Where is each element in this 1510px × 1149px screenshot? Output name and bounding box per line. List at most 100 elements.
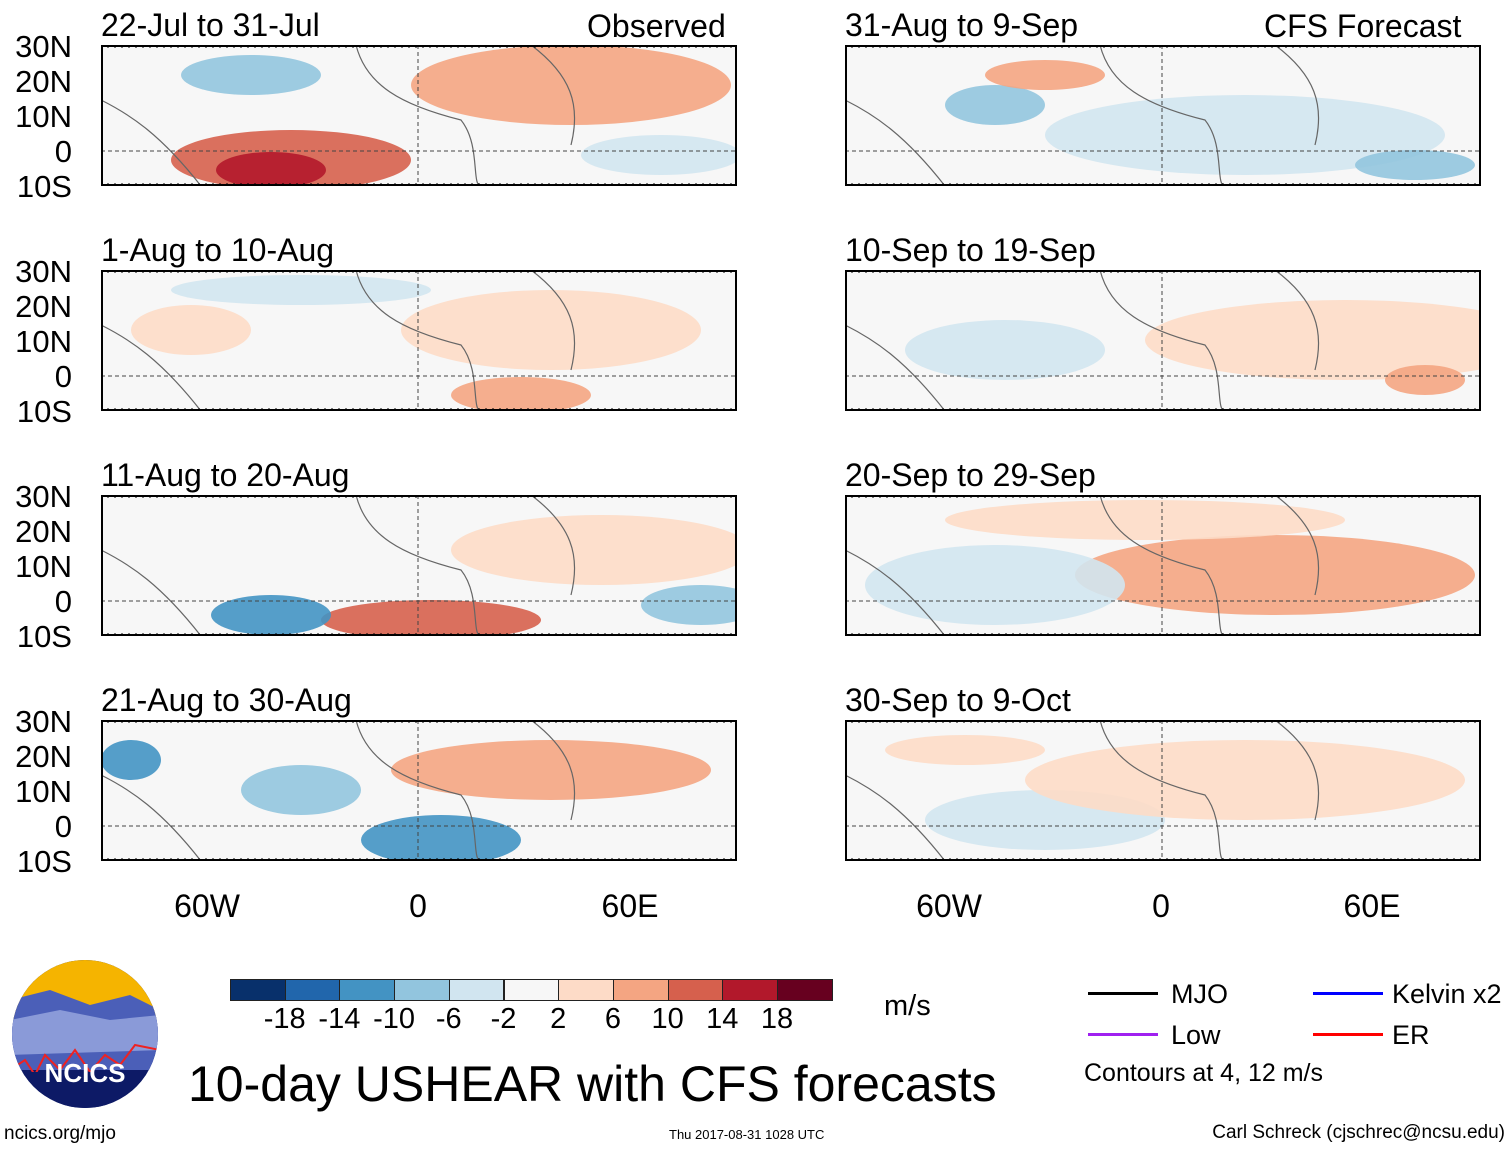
anomaly-region (905, 320, 1105, 380)
colorbar-swatch (230, 979, 286, 1001)
lat-label: 0 (54, 359, 72, 394)
colorbar-swatch (339, 979, 396, 1001)
lat-label: 30N (15, 254, 72, 289)
colorbar-swatch (612, 979, 669, 1001)
colorbar-units: m/s (884, 990, 931, 1022)
colorbar-swatch (284, 979, 341, 1001)
anomaly-region (211, 595, 331, 635)
lat-label: 20N (15, 514, 72, 549)
legend-line-low (1088, 1033, 1158, 1036)
anomaly-region (321, 600, 541, 636)
lat-label: 0 (54, 809, 72, 844)
svg-text:NCICS: NCICS (45, 1058, 126, 1088)
panel-frame (101, 270, 737, 411)
lat-label: 30N (15, 704, 72, 739)
panel-title-left-1: 1-Aug to 10-Aug (101, 232, 335, 268)
panel-frame (101, 495, 737, 636)
anomaly-region (101, 740, 161, 780)
colorbar-tick-label: 6 (604, 1003, 621, 1035)
ncics-logo: NCICS (12, 960, 158, 1108)
legend-label-er: ER (1392, 1020, 1430, 1050)
anomaly-region (241, 765, 361, 815)
lat-label: 10S (16, 394, 72, 429)
lat-label: 30N (15, 29, 72, 64)
lon-label-left-60e: 60E (601, 888, 659, 924)
anomaly-region (985, 60, 1105, 90)
lat-label: 10S (16, 169, 72, 204)
coastline (845, 495, 1320, 636)
panel-title-left-2: 11-Aug to 20-Aug (101, 457, 350, 493)
observed-header: Observed (587, 8, 726, 44)
coastline (101, 45, 576, 186)
footer-timestamp: Thu 2017-08-31 1028 UTC (669, 1127, 825, 1142)
colorbar-swatch (448, 979, 505, 1001)
colorbar-tick-label: 10 (651, 1003, 684, 1035)
anomaly-region (1075, 535, 1475, 615)
colorbar-swatch (394, 979, 450, 1001)
lat-label: 10S (16, 844, 72, 879)
colorbar-tick-label: -10 (373, 1003, 416, 1035)
colorbar-swatch (503, 979, 560, 1001)
lat-label: 20N (15, 289, 72, 324)
anomaly-region (391, 740, 711, 800)
forecast-header: CFS Forecast (1264, 8, 1462, 44)
panel-frame (845, 720, 1481, 861)
panel-frame (845, 270, 1481, 411)
coastline (101, 495, 576, 636)
figure-title: 10-day USHEAR with CFS forecasts (188, 1056, 997, 1112)
lon-label-right-60w: 60W (916, 888, 982, 924)
anomaly-region (171, 275, 431, 305)
anomaly-region (945, 85, 1045, 125)
lon-label-right-60e: 60E (1343, 888, 1401, 924)
anomaly-region (451, 515, 737, 585)
anomaly-region (1025, 740, 1465, 820)
lat-label: 10S (16, 619, 72, 654)
lat-label: 10N (15, 549, 72, 584)
lon-label-left-60w: 60W (174, 888, 240, 924)
lat-label: 0 (54, 584, 72, 619)
coastline (845, 720, 1320, 861)
lat-label: 10N (15, 99, 72, 134)
coastline (101, 270, 576, 411)
colorbar-swatch (558, 979, 614, 1001)
colorbar-tick-label: 14 (706, 1003, 739, 1035)
colorbar-tick-label: -14 (318, 1003, 361, 1035)
map-panel-right-1 (845, 270, 1481, 411)
map-panel-left-1 (101, 270, 737, 411)
panel-frame (101, 720, 737, 861)
legend-line-er (1313, 1033, 1383, 1036)
panel-title-right-3: 30-Sep to 9-Oct (845, 682, 1071, 718)
colorbar-tick-label: -18 (263, 1003, 306, 1035)
coastline (845, 270, 1320, 411)
lat-label: 10N (15, 774, 72, 809)
panel-frame (845, 495, 1481, 636)
legend-label-mjo: MJO (1171, 979, 1228, 1009)
footer-credit: Carl Schreck (cjschrec@ncsu.edu) (1212, 1122, 1505, 1143)
map-panel-right-0 (845, 45, 1481, 186)
panel-title-left-3: 21-Aug to 30-Aug (101, 682, 352, 718)
lat-label: 20N (15, 64, 72, 99)
map-panel-right-2 (845, 495, 1481, 636)
coastline (101, 720, 576, 861)
anomaly-region (1385, 365, 1465, 395)
anomaly-region (641, 585, 737, 625)
legend-label-low: Low (1171, 1020, 1221, 1050)
anomaly-region (411, 45, 731, 125)
map-panel-left-0 (101, 45, 737, 186)
colorbar-tick-label: -2 (490, 1003, 517, 1035)
panel-title-right-0: 31-Aug to 9-Sep (845, 7, 1079, 43)
colorbar-swatch (722, 979, 778, 1001)
lon-label-right-0: 0 (1152, 888, 1170, 924)
panel-frame (845, 45, 1481, 186)
colorbar-tick-label: -6 (435, 1003, 462, 1035)
map-panel-left-3 (101, 720, 737, 861)
map-panel-left-2 (101, 495, 737, 636)
anomaly-region (216, 152, 326, 186)
coastline (845, 45, 1320, 186)
legend-label-kelvin: Kelvin x2 (1392, 979, 1502, 1009)
lat-label: 30N (15, 479, 72, 514)
colorbar-tick-label: 18 (760, 1003, 794, 1035)
legend-line-kelvin (1313, 992, 1383, 995)
legend-line-mjo (1088, 992, 1158, 995)
anomaly-region (1145, 300, 1481, 380)
